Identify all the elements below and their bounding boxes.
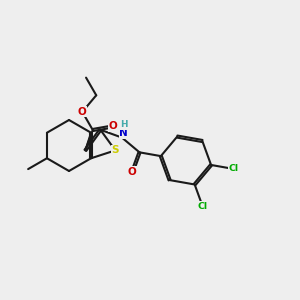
Text: H: H — [120, 121, 127, 130]
Text: N: N — [119, 128, 128, 138]
Text: O: O — [128, 167, 137, 177]
Text: O: O — [109, 122, 118, 131]
Text: Cl: Cl — [197, 202, 208, 211]
Text: O: O — [78, 107, 87, 117]
Text: Cl: Cl — [229, 164, 239, 173]
Text: S: S — [112, 146, 119, 155]
